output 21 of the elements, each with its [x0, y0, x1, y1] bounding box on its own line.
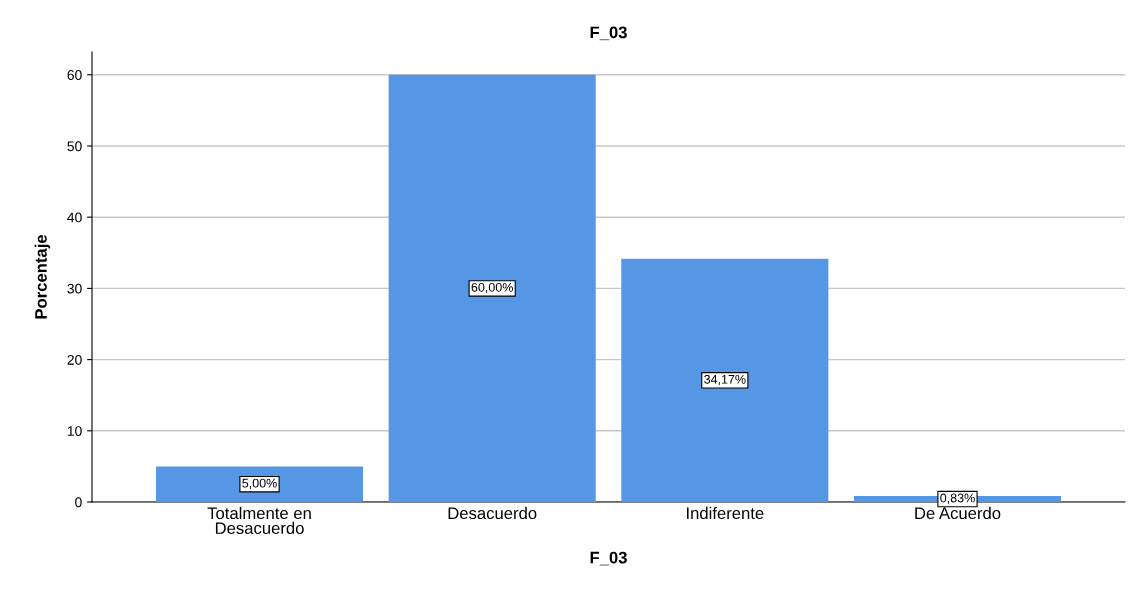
bar: [388, 74, 596, 502]
y-tick-label: 30: [67, 283, 82, 294]
bar: [155, 466, 364, 502]
data-label: 60,00%: [471, 282, 513, 294]
x-tick-label: Indiferente: [686, 506, 764, 520]
y-tick-label: 60: [67, 70, 82, 80]
y-axis-title: Porcentaje: [34, 234, 51, 319]
data-label: 34,17%: [704, 374, 746, 386]
data-label: 5,00%: [242, 478, 277, 490]
y-tick-label: 40: [67, 212, 82, 223]
x-axis-title: F_03: [590, 551, 627, 566]
chart-title: F_03: [590, 26, 627, 41]
bar: [621, 258, 829, 502]
data-label: 0,83%: [940, 493, 975, 504]
y-tick-label: 0: [75, 497, 82, 508]
x-tick-label: Desacuerdo: [448, 506, 537, 520]
x-tick-label: Totalmente en Desacuerdo: [207, 506, 311, 535]
y-tick-label: 20: [67, 354, 82, 365]
y-tick-label: 50: [67, 141, 82, 152]
x-tick-label: De Acuerdo: [915, 506, 1001, 520]
y-tick-label: 10: [67, 426, 82, 436]
